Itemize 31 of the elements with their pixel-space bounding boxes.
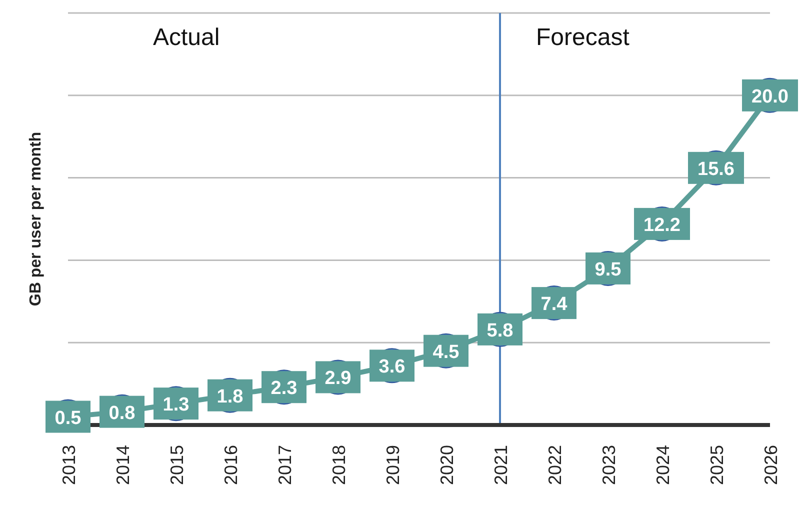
- data-label: 4.5: [432, 342, 460, 363]
- data-label: 0.8: [108, 402, 136, 424]
- x-tick-label: 2024: [653, 445, 673, 486]
- data-label: 9.5: [594, 259, 622, 280]
- x-tick-label: 2023: [599, 445, 619, 486]
- x-tick-label: 2026: [761, 445, 781, 486]
- data-label: 5.8: [486, 320, 514, 342]
- x-tick-label: 2022: [545, 445, 565, 486]
- y-axis-title: GB per user per month: [28, 132, 45, 306]
- data-label: 12.2: [644, 214, 680, 236]
- x-tick-label: 2017: [275, 445, 295, 486]
- x-tick-label: 2021: [491, 445, 511, 486]
- data-label: 20.0: [752, 86, 788, 108]
- data-label: 2.9: [324, 368, 352, 390]
- x-tick-label: 2013: [59, 445, 79, 486]
- data-label: 2.3: [270, 378, 298, 400]
- data-label: 15.6: [698, 158, 734, 180]
- x-tick-label: 2014: [113, 445, 133, 486]
- x-tick-label: 2018: [329, 445, 349, 486]
- annotation: Actual: [153, 24, 220, 52]
- data-label: 1.3: [162, 394, 190, 416]
- annotation: Forecast: [536, 24, 630, 52]
- data-label: 0.5: [54, 408, 82, 429]
- x-tick-label: 2020: [437, 445, 457, 486]
- x-tick-label: 2016: [221, 445, 241, 486]
- x-tick-label: 2019: [383, 445, 403, 486]
- data-label: 7.4: [540, 294, 568, 316]
- x-tick-label: 2015: [167, 445, 187, 486]
- data-label: 3.6: [378, 356, 406, 378]
- data-label: 1.8: [216, 386, 244, 408]
- x-tick-label: 2025: [707, 445, 727, 486]
